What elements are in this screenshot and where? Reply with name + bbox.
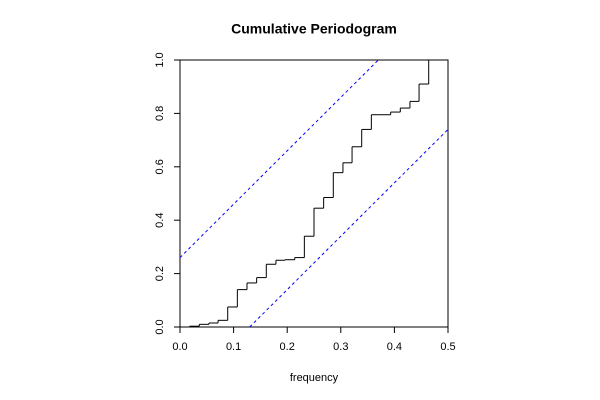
x-tick-label: 0.2 — [280, 341, 295, 353]
y-tick-label: 0.4 — [154, 213, 166, 228]
x-axis-label: frequency — [290, 372, 339, 384]
y-tick-label: 0.8 — [154, 106, 166, 121]
x-tick-label: 0.4 — [387, 341, 402, 353]
y-tick-label: 0.0 — [154, 319, 166, 334]
x-tick-label: 0.3 — [333, 341, 348, 353]
y-tick-label: 0.6 — [154, 159, 166, 174]
confidence-band — [179, 59, 379, 258]
y-tick-label: 0.2 — [154, 266, 166, 281]
x-tick-label: 0.1 — [226, 341, 241, 353]
plot-frame — [179, 59, 449, 328]
x-tick-label: 0.0 — [172, 341, 187, 353]
x-tick-label: 0.5 — [440, 341, 455, 353]
y-tick-label: 1.0 — [154, 52, 166, 67]
confidence-band — [249, 129, 449, 328]
chart-title: Cumulative Periodogram — [231, 21, 397, 37]
